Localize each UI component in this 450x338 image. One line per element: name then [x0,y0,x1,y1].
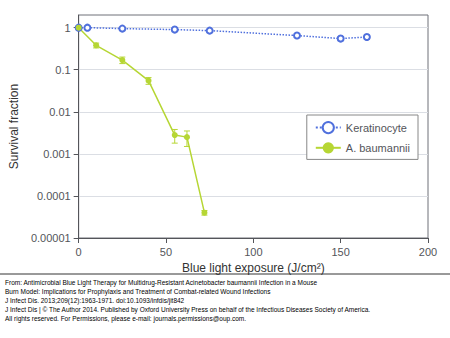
svg-text:From: Antimicrobial Blue Light: From: Antimicrobial Blue Light Therapy f… [5,279,317,287]
svg-text:A. baumannii: A. baumannii [346,142,410,154]
svg-text:Burn Model: Implications for P: Burn Model: Implications for Prophylaxis… [5,288,271,296]
svg-text:0.00001: 0.00001 [31,232,71,244]
svg-text:Blue light exposure (J/cm²): Blue light exposure (J/cm²) [182,261,325,275]
svg-text:200: 200 [419,246,437,258]
svg-text:All rights reserved. For Permi: All rights reserved. For Permissions, pl… [5,315,246,323]
svg-text:1: 1 [65,22,71,34]
svg-text:Keratinocyte: Keratinocyte [346,122,407,134]
svg-text:150: 150 [331,246,349,258]
svg-text:Survival fraction: Survival fraction [7,84,21,169]
svg-text:J Infect Dis | © The Author 20: J Infect Dis | © The Author 2014. Publis… [5,306,370,314]
svg-text:100: 100 [244,246,262,258]
svg-text:0.01: 0.01 [49,106,70,118]
svg-text:50: 50 [160,246,172,258]
svg-text:J Infect Dis. 2013;209(12):196: J Infect Dis. 2013;209(12):1963-1971. do… [5,297,185,305]
svg-text:0: 0 [76,246,82,258]
svg-text:0.1: 0.1 [55,64,70,76]
svg-text:0.001: 0.001 [43,148,71,160]
svg-text:0.0001: 0.0001 [37,190,71,202]
